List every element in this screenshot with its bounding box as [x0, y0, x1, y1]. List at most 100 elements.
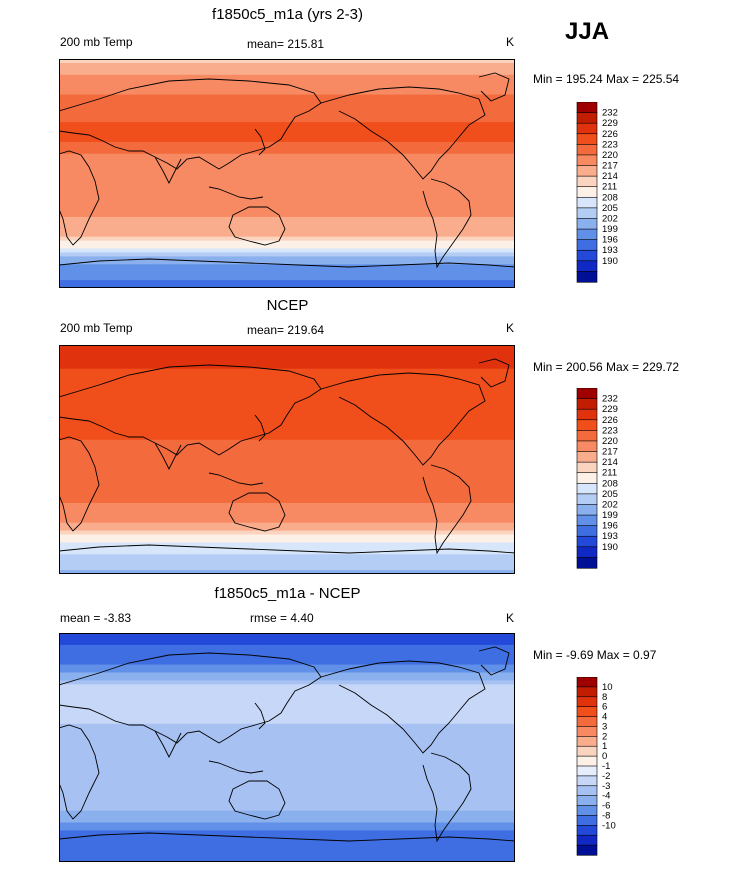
- colorbar-swatch: [576, 271, 598, 283]
- coastline: [320, 660, 486, 754]
- colorbar-tick-label: 196: [602, 521, 618, 532]
- colorbar-swatch: [576, 440, 598, 453]
- coastline: [59, 78, 322, 170]
- field-band: [59, 755, 515, 760]
- field-band: [59, 751, 515, 756]
- field-band: [59, 668, 515, 674]
- panel-obs-minmax: Min = 200.56 Max = 229.72: [533, 360, 680, 374]
- colorbar-tick-label: -10: [602, 820, 616, 831]
- colorbar-tick-label: 211: [602, 182, 617, 193]
- colorbar-swatch: [576, 165, 598, 177]
- field-band: [59, 550, 515, 555]
- panel-model-variable-label: 200 mb Temp: [60, 35, 133, 49]
- colorbar-swatch: [576, 514, 598, 527]
- colorbar-swatch: [576, 815, 598, 826]
- field-band: [59, 345, 515, 350]
- field-band: [59, 256, 515, 261]
- map-diff: [59, 633, 515, 862]
- coastline: [59, 364, 322, 456]
- field-band: [59, 352, 515, 358]
- coastline: [59, 724, 100, 820]
- field-band: [59, 364, 515, 370]
- colorbar-tick-label: 220: [602, 436, 618, 447]
- field-band: [59, 719, 515, 725]
- colorbar-swatch: [576, 451, 598, 463]
- field-band: [59, 248, 515, 254]
- field-band: [59, 94, 515, 100]
- coastline: [228, 780, 286, 820]
- colorbar-swatch: [576, 419, 598, 431]
- panel-model-title: f1850c5_m1a (yrs 2-3): [212, 6, 363, 23]
- field-band: [59, 846, 515, 851]
- colorbar-swatch: [576, 716, 598, 728]
- field-band: [59, 814, 515, 820]
- colorbar-swatch: [576, 398, 598, 410]
- field-band: [59, 495, 515, 500]
- field-band: [59, 510, 515, 516]
- field-band: [59, 435, 515, 441]
- colorbar-tick-label: 6: [602, 702, 607, 713]
- field-band: [59, 201, 515, 206]
- colorbar-swatch: [576, 535, 598, 548]
- field-band: [59, 134, 515, 139]
- field-band: [59, 660, 515, 666]
- field-band: [59, 570, 515, 574]
- colorbar-swatch: [576, 504, 598, 516]
- map-obs: [59, 345, 515, 574]
- colorbar-swatch: [576, 844, 598, 856]
- field-band: [59, 786, 515, 792]
- field-band: [59, 467, 515, 472]
- colorbar-tick-label: 232: [602, 394, 618, 405]
- colorbar-tick-label: 220: [602, 150, 618, 161]
- field-band: [59, 408, 515, 413]
- field-band: [59, 189, 515, 194]
- field-band: [59, 526, 515, 532]
- panel-model-minmax: Min = 195.24 Max = 225.54: [533, 72, 680, 86]
- panel-obs-title: NCEP: [266, 297, 309, 314]
- field-band: [59, 232, 515, 238]
- coastline: [208, 186, 264, 200]
- colorbar-swatch: [576, 408, 598, 421]
- colorbar-swatch: [576, 102, 598, 114]
- colorbar-swatch: [576, 493, 598, 506]
- colorbar-tick-label: 2: [602, 731, 607, 742]
- coastline: [422, 752, 472, 843]
- field-band: [59, 252, 515, 258]
- field-band: [59, 90, 515, 96]
- field-band: [59, 475, 515, 480]
- field-band: [59, 830, 515, 835]
- panel-diff-minmax: Min = -9.69 Max = 0.97: [533, 648, 657, 662]
- colorbar-tick-label: 229: [602, 118, 618, 129]
- colorbar-tick-label: 193: [602, 245, 618, 256]
- field-band: [59, 205, 515, 210]
- field-band: [59, 633, 515, 638]
- colorbar-tick-label: 229: [602, 404, 618, 415]
- coastline: [208, 472, 264, 486]
- field-band: [59, 284, 515, 288]
- field-band: [59, 546, 515, 551]
- field-band: [59, 78, 515, 84]
- field-band: [59, 818, 515, 824]
- field-band: [59, 676, 515, 681]
- field-band: [59, 280, 515, 285]
- field-band: [59, 692, 515, 697]
- colorbar-swatch: [576, 472, 598, 484]
- colorbar-tick-label: 0: [602, 751, 607, 762]
- field-band: [59, 558, 515, 563]
- field-band: [59, 348, 515, 354]
- colorbar-tick-label: 232: [602, 108, 618, 119]
- field-band: [59, 688, 515, 693]
- coastline: [478, 72, 510, 102]
- field-band: [59, 149, 515, 155]
- colorbar-tick-label: 211: [602, 468, 617, 479]
- field-band: [59, 177, 515, 182]
- field-band: [59, 220, 515, 226]
- colorbar-swatch: [576, 260, 598, 273]
- field-band: [59, 431, 515, 437]
- colorbar-tick-label: -2: [602, 771, 610, 782]
- field-band: [59, 427, 515, 433]
- field-band: [59, 763, 515, 768]
- colorbar-tick-label: 190: [602, 542, 618, 553]
- colorbar-tick-label: -8: [602, 810, 610, 821]
- field-band: [59, 74, 515, 80]
